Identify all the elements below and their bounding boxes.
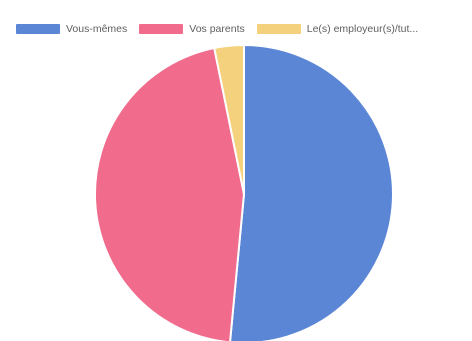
legend-label-vos-parents: Vos parents [189,22,245,35]
legend-swatch-vos-parents [139,24,184,34]
pie-slice-vos-parents[interactable] [94,46,246,341]
legend-item-employeurs[interactable]: Le(s) employeur(s)/tut... [256,22,419,35]
chart-legend: Vous-mêmes Vos parents Le(s) employeur(s… [16,20,464,38]
legend-item-vous-memes[interactable]: Vous-mêmes [16,24,127,35]
legend-label-employeurs: Le(s) employeur(s)/tut... [306,22,419,35]
pie-slice-vous-memes[interactable] [229,43,394,341]
legend-swatch-employeurs [256,24,301,34]
pie-slice-employeurs[interactable] [213,43,245,195]
legend-label-vous-memes: Vous-mêmes [66,22,128,35]
legend-swatch-vous-memes [16,24,60,34]
legend-item-vos-parents[interactable]: Vos parents [139,22,245,35]
